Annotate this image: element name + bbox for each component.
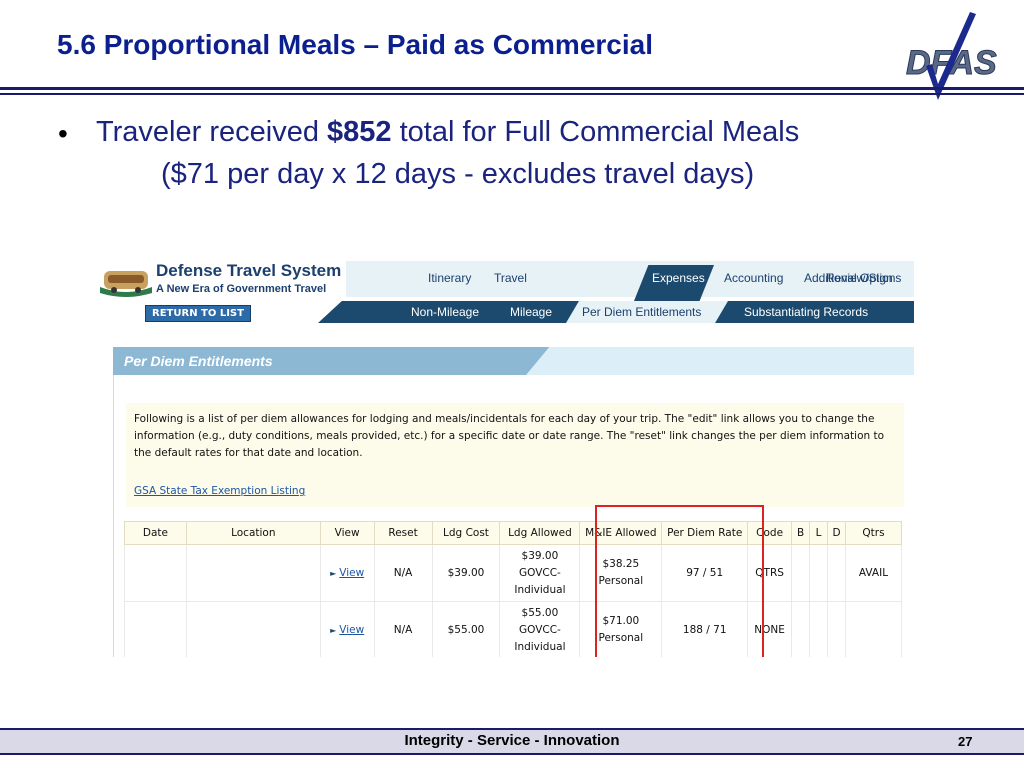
top-nav: Itinerary Travel Expenses Accounting Add… [346, 261, 914, 301]
arrow-right-icon: ► [330, 625, 337, 635]
mie-amount: $71.00 [602, 615, 640, 627]
cell-mie-allowed: $71.00 Personal [579, 601, 663, 657]
col-ldg-cost: Ldg Cost [431, 521, 501, 545]
mie-type: Personal [598, 632, 644, 644]
return-to-list-button[interactable]: RETURN TO LIST [145, 305, 251, 322]
ldg-allowed-type: GOVCC- [518, 623, 561, 636]
dts-emblem-icon [100, 271, 152, 297]
col-l: L [809, 521, 829, 545]
tab-substantiating-records[interactable]: Substantiating Records [744, 305, 869, 319]
arrow-right-icon: ► [330, 568, 337, 578]
checkmark-icon [926, 12, 976, 100]
tab-per-diem-entitlements[interactable]: Per Diem Entitlements [582, 305, 702, 319]
col-d: D [827, 521, 846, 545]
bullet-text-line2: ($71 per day x 12 days - excludes travel… [161, 158, 755, 190]
tab-expenses[interactable]: Expenses [652, 271, 705, 285]
footer-text: Integrity - Service - Innovation [404, 732, 620, 749]
col-per-diem-rate: Per Diem Rate [661, 521, 749, 545]
mie-highlight-box [595, 505, 764, 657]
cell-per-diem-rate: 97 / 51 [661, 544, 749, 602]
col-reset: Reset [373, 521, 433, 545]
cell-ldg-cost: $39.00 [431, 544, 501, 602]
ldg-allowed-type2: Individual [514, 583, 566, 596]
cell-date [124, 544, 187, 602]
page-number: 27 [958, 734, 973, 749]
cell-code: QTRS [747, 544, 793, 602]
ldg-allowed-type2: Individual [514, 640, 566, 653]
section-header-fade [526, 347, 914, 375]
cell-ldg-cost: $55.00 [431, 601, 501, 657]
bullet-text-post: total for Full Commercial Meals [391, 116, 800, 148]
ldg-allowed-amount: $55.00 [521, 606, 559, 619]
cell-view: ► View [319, 601, 375, 657]
gsa-state-tax-link[interactable]: GSA State Tax Exemption Listing [134, 485, 306, 497]
cell-location [185, 544, 321, 602]
bullet-text-pre: Traveler received [96, 116, 328, 148]
tab-itinerary[interactable]: Itinerary [428, 271, 472, 285]
per-diem-table: Date Location View Reset Ldg Cost Ldg Al… [124, 521, 903, 657]
dfas-logo: DFAS [906, 12, 998, 100]
col-ldg-allowed: Ldg Allowed [499, 521, 581, 545]
footer-bar [0, 728, 1024, 755]
view-link[interactable]: View [339, 623, 365, 636]
title-rule [0, 87, 1024, 95]
bullet-text-line1: Traveler received $852 total for Full Co… [96, 116, 799, 149]
dts-screenshot: Defense Travel System A New Era of Gover… [96, 257, 914, 657]
table-row: ► View N/A $55.00 $55.00 GOVCC- Individual … [124, 601, 903, 657]
table-header-row: Date Location View Reset Ldg Cost Ldg Al… [124, 521, 903, 545]
cell-d [827, 544, 846, 602]
content-frame [113, 375, 914, 657]
cell-view: ► View [319, 544, 375, 602]
cell-ldg-allowed: $39.00 GOVCC- Individual [499, 544, 581, 602]
cell-per-diem-rate: 188 / 71 [661, 601, 749, 657]
col-date: Date [124, 521, 187, 545]
cell-reset: N/A [373, 601, 433, 657]
cell-d [827, 601, 846, 657]
col-mie-allowed: M&IE Allowed [579, 521, 663, 545]
mie-amount: $38.25 [602, 558, 640, 570]
cell-code: NONE [747, 601, 793, 657]
tab-mileage[interactable]: Mileage [510, 305, 553, 319]
cell-ldg-allowed: $55.00 GOVCC- Individual [499, 601, 581, 657]
mie-type: Personal [598, 575, 644, 587]
table-row: ► View N/A $39.00 $39.00 GOVCC- Individual … [124, 544, 903, 602]
dts-title: Defense Travel System [156, 261, 342, 280]
slide-title: 5.6 Proportional Meals – Paid as Commerc… [57, 29, 653, 60]
ldg-allowed-amount: $39.00 [521, 549, 559, 562]
view-link[interactable]: View [339, 566, 365, 579]
cell-b [791, 544, 811, 602]
section-title: Per Diem Entitlements [124, 353, 273, 369]
cell-l [809, 544, 829, 602]
cell-qtrs: AVAIL [844, 544, 903, 602]
cell-location [185, 601, 321, 657]
col-b: B [791, 521, 811, 545]
cell-b [791, 601, 811, 657]
info-text: Following is a list of per diem allowanc… [134, 413, 885, 459]
col-location: Location [185, 521, 321, 545]
cell-reset: N/A [373, 544, 433, 602]
ldg-allowed-type: GOVCC- [518, 566, 561, 579]
tab-accounting[interactable]: Accounting [724, 271, 784, 285]
cell-l [809, 601, 829, 657]
dts-subtitle: A New Era of Government Travel [156, 283, 327, 295]
active-subtab-highlight [566, 301, 728, 323]
col-view: View [319, 521, 375, 545]
tab-review-sign[interactable]: Review/Sign [826, 271, 893, 285]
info-panel [126, 403, 904, 507]
col-qtrs: Qtrs [844, 521, 903, 545]
bullet-icon: • [58, 118, 68, 149]
bullet-amount: $852 [327, 116, 392, 148]
tab-non-mileage[interactable]: Non-Mileage [411, 305, 480, 319]
tab-additional-options[interactable]: Additional Options [804, 271, 902, 285]
cell-qtrs [844, 601, 903, 657]
tab-travel[interactable]: Travel [494, 271, 527, 285]
active-tab-highlight [634, 265, 714, 301]
cell-date [124, 601, 187, 657]
